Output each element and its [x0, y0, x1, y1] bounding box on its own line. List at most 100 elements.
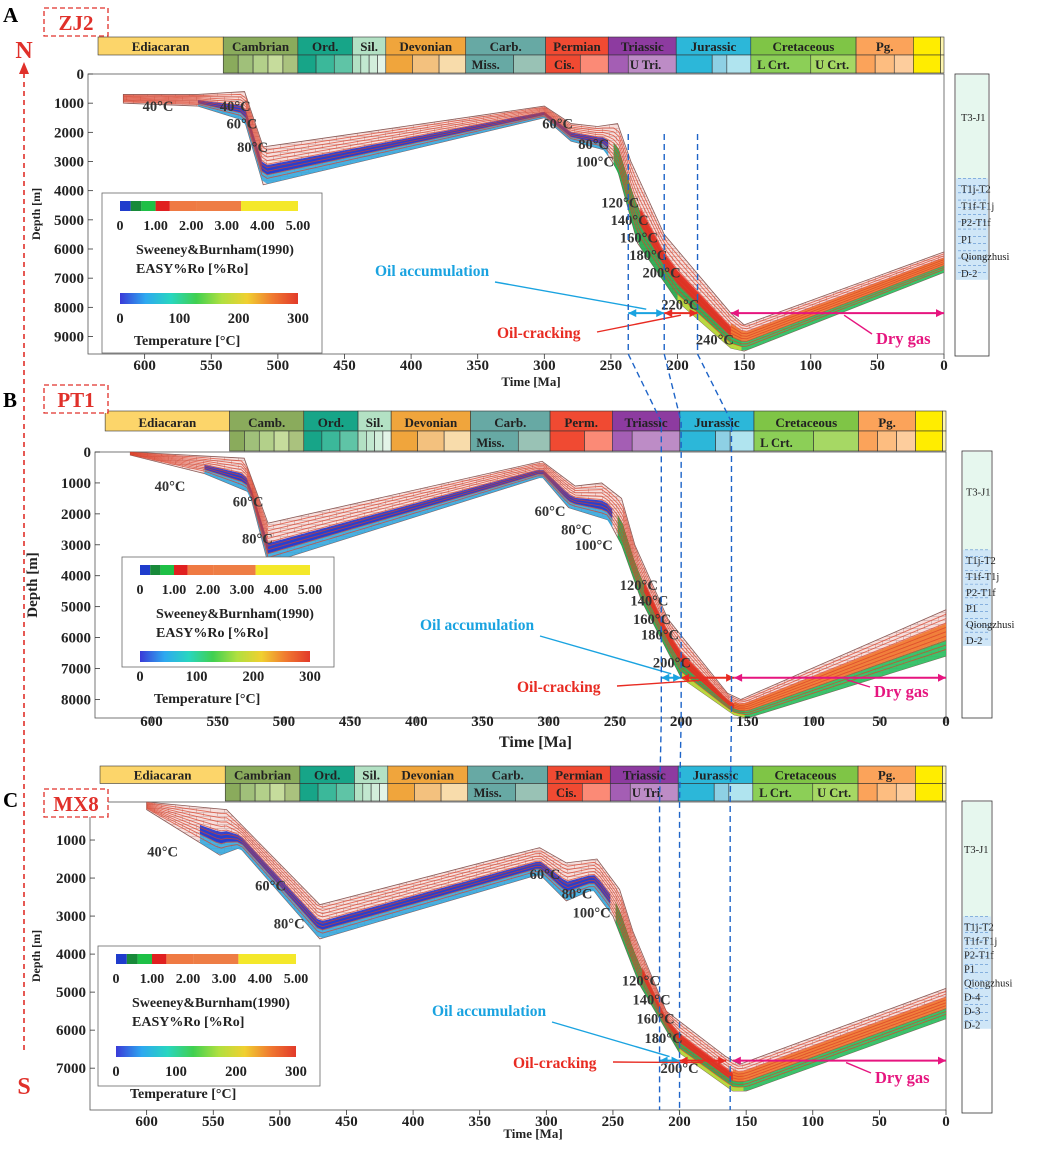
ro-tick-label: 3.00	[215, 219, 240, 234]
epoch-cell	[715, 430, 731, 452]
x-tick-label: 350	[468, 1114, 491, 1130]
epoch-cell	[382, 430, 392, 452]
oil-accumulation-arrow-head-right	[656, 309, 665, 318]
period-label: Triassic	[621, 39, 664, 54]
y-tick-label: 4000	[56, 947, 86, 963]
column-unit-label: P2-T1f	[966, 588, 996, 599]
oil-cracking-arrow-head-left	[681, 673, 690, 682]
epoch-cell	[244, 430, 260, 452]
temperature-title: Temperature [°C]	[130, 1087, 236, 1102]
epoch-cell	[370, 783, 380, 802]
well-name-label: PT1	[57, 388, 94, 412]
maturity-guide-line	[627, 134, 662, 1110]
x-tick-label: 250	[600, 358, 623, 374]
y-tick-label: 1000	[56, 833, 86, 849]
ro-color-segment	[169, 201, 197, 211]
ro-color-segment	[238, 954, 296, 964]
x-tick-label: 450	[333, 358, 356, 374]
column-unit-label: D-3	[964, 1007, 980, 1018]
period-label: Devonian	[401, 768, 455, 783]
period-label: Cretaceous	[775, 768, 837, 783]
x-tick-label: 100	[802, 1114, 825, 1130]
epoch-cell	[412, 54, 440, 74]
period-cell	[913, 36, 941, 56]
isotherm-label: 160°C	[633, 612, 671, 628]
y-tick-label: 9000	[54, 330, 84, 346]
epoch-cell	[352, 54, 362, 74]
ro-unit-label: EASY%Ro [%Ro]	[136, 262, 248, 277]
epoch-cell	[915, 783, 943, 802]
ro-tick-label: 4.00	[250, 219, 275, 234]
column-unit-label: P1	[964, 965, 975, 976]
epoch-cell	[711, 54, 728, 74]
oil-accumulation-label: Oil accumulation	[375, 263, 489, 280]
epoch-cell	[258, 430, 275, 452]
oil-cracking-leader	[612, 1061, 703, 1064]
oil-accumulation-arrow-head-left	[661, 673, 670, 682]
epoch-cell	[317, 783, 337, 802]
ro-unit-label: EASY%Ro [%Ro]	[132, 1015, 244, 1030]
epoch-cell	[362, 783, 372, 802]
stratigraphic-column-header: Ediacaran Cambrian Ord. Sil. Devonian Carb. Pe…	[99, 765, 947, 802]
epoch-cell	[612, 430, 633, 452]
epoch-cell	[874, 54, 895, 74]
temperature-tick-label: 0	[116, 311, 123, 327]
y-axis-title: Depth [m]	[29, 188, 43, 240]
epoch-cell	[385, 54, 413, 74]
epoch-label-miss: Miss.	[472, 58, 500, 72]
isotherm-line	[123, 93, 945, 327]
isotherm-line	[130, 453, 947, 710]
epoch-cell	[440, 783, 469, 802]
temperature-tick-label: 200	[225, 1064, 247, 1080]
isotherm-line	[130, 451, 947, 701]
isotherm-line	[146, 803, 947, 1070]
isotherm-label: 180°C	[645, 1031, 683, 1047]
column-unit-label: T1j-T2	[961, 184, 991, 195]
well-name-box	[43, 7, 109, 37]
y-tick-label: 5000	[56, 985, 86, 1001]
column-unit-label: T3-J1	[961, 113, 986, 124]
dry-gas-label: Dry gas	[875, 1068, 930, 1087]
x-tick-label: 0	[942, 1114, 950, 1130]
isotherm-line	[123, 96, 945, 332]
maturity-guide-line	[696, 134, 733, 1110]
epoch-cell	[366, 430, 375, 452]
period-label: Jurassic	[691, 39, 737, 54]
well-name-box	[43, 788, 109, 818]
ro-color-segment	[241, 201, 298, 211]
legend-box: 0 1.00 2.00 3.00 4.00 5.00 Sweeney&Burnham(199…	[121, 556, 335, 707]
isotherm-line	[130, 454, 947, 715]
oil-accumulation-arrow-head-left	[628, 309, 637, 318]
epoch-cell	[273, 430, 290, 452]
epoch-cell	[321, 430, 341, 452]
epoch-cell	[335, 783, 355, 802]
column-unit-fill	[963, 802, 991, 918]
epoch-cell	[303, 430, 323, 452]
epoch-cell	[609, 783, 631, 802]
x-tick-label: 550	[200, 358, 223, 374]
column-unit-fill	[963, 452, 991, 551]
oil-accumulation-leader	[539, 635, 672, 675]
isotherm-line	[123, 100, 945, 345]
column-unit-label: T1j-T2	[964, 922, 994, 933]
epoch-cell	[315, 54, 335, 74]
isotherm-label: 60°C	[255, 879, 286, 895]
oil-cracking-arrow-head-right	[718, 1056, 727, 1065]
y-tick-label: 3000	[54, 155, 84, 171]
dry-gas-leader	[845, 1061, 872, 1074]
period-cell	[915, 765, 943, 784]
ro-color-segment	[174, 565, 188, 575]
isotherm-label: 60°C	[227, 117, 258, 133]
ro-color-segment	[152, 954, 167, 964]
y-tick-label: 1000	[61, 476, 91, 492]
isotherm-line	[146, 808, 947, 1088]
epoch-cell	[584, 430, 613, 452]
isotherm-label: 240°C	[696, 332, 734, 348]
stratigraphic-column-header: Ediacaran Camb. Ord. Sil. Devonian Carb. Perm.…	[104, 410, 947, 452]
south-label: S	[17, 1074, 30, 1100]
epoch-cell	[387, 783, 415, 802]
epoch-cell	[333, 54, 353, 74]
x-tick-label: 400	[400, 358, 423, 374]
x-axis-title: Time [Ma]	[503, 1126, 562, 1141]
